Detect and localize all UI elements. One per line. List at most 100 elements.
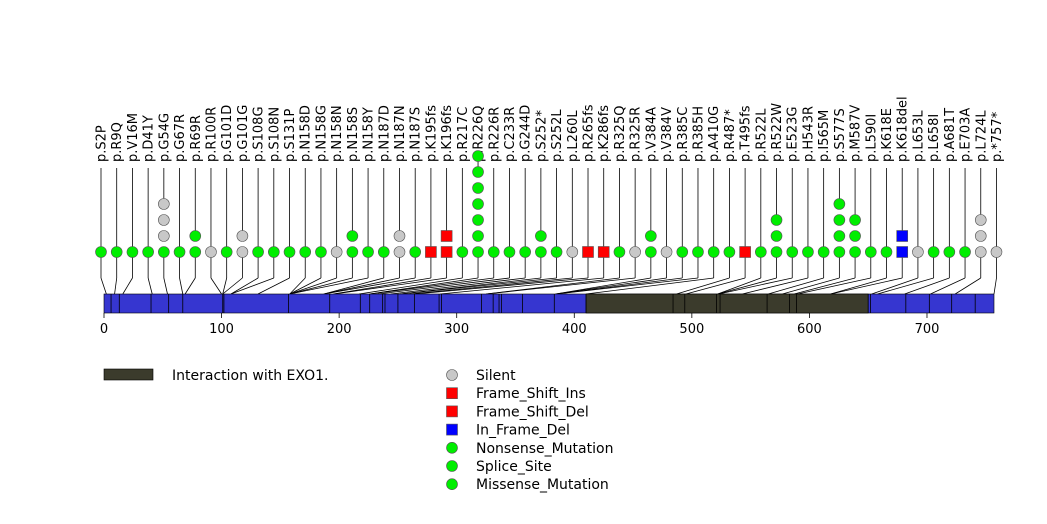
legend-label: Missense_Mutation: [476, 477, 609, 493]
connector-line: [289, 277, 369, 295]
mutation-label: p.N158S: [346, 107, 361, 162]
connector-line: [768, 277, 824, 295]
connector-line: [377, 277, 510, 295]
protein-bar: [103, 293, 995, 314]
connector-line: [685, 277, 746, 295]
mutation-label: p.G244D: [519, 105, 534, 162]
mutation-marker: [189, 230, 202, 242]
legend-marker: [446, 441, 458, 454]
mutation-label: p.I565M: [817, 110, 832, 162]
mutation-marker: [377, 246, 390, 258]
connector-line: [676, 277, 730, 295]
connector-line: [222, 277, 243, 295]
mutation-label: p.R226Q: [472, 106, 487, 162]
mutation-label: p.R69R: [189, 115, 204, 162]
mutation-marker: [236, 230, 249, 242]
connector-line: [782, 277, 840, 295]
connector-line: [585, 277, 714, 295]
mutation-label: p.N187N: [393, 105, 408, 162]
mutation-marker: [472, 230, 484, 242]
mutation-label: p.E523G: [786, 107, 801, 163]
mutation-label: p.S131P: [283, 109, 298, 162]
connector-line: [323, 277, 384, 295]
mutation-labels: p.S2P p.R9Q p.V16M p.D41Y p.G54G p.G67R p.R69R…: [95, 96, 1005, 162]
connector-line: [289, 277, 353, 295]
connector-line: [486, 277, 636, 295]
mutation-marker: [425, 246, 437, 258]
connector-line: [830, 277, 903, 295]
mutation-marker: [346, 246, 359, 258]
mutation-label: p.D41Y: [142, 115, 157, 162]
mutation-marker: [613, 246, 626, 258]
mutation-marker: [833, 246, 846, 258]
x-tick-label: 700: [915, 322, 940, 337]
mutation-label: p.S252*: [534, 110, 549, 162]
mutation-marker: [660, 246, 673, 258]
mutation-label: p.L658I: [927, 114, 942, 162]
x-tick-label: 300: [444, 322, 469, 337]
mutation-label: p.M587V: [849, 105, 864, 162]
mutation-marker: [833, 214, 846, 226]
mutation-label: p.S2P: [95, 125, 110, 162]
mutation-marker: [393, 230, 406, 242]
x-tick-label: 100: [209, 322, 234, 337]
mutation-marker: [849, 230, 861, 242]
mutation-label: p.G67R: [173, 114, 188, 162]
mutation-marker: [252, 246, 264, 258]
connector-line: [122, 277, 133, 295]
mutation-label: p.*757*: [990, 111, 1005, 162]
connector-line: [877, 277, 934, 295]
connector-line: [289, 277, 322, 295]
mutation-marker: [927, 246, 940, 258]
mutation-marker: [802, 246, 814, 258]
mutation-marker: [409, 246, 422, 258]
mutation-marker: [550, 246, 563, 258]
mutation-marker: [393, 246, 406, 258]
connector-line: [555, 277, 667, 295]
mutation-marker: [974, 214, 987, 226]
connector-line: [954, 277, 981, 295]
mutation-marker: [755, 246, 767, 258]
mutation-marker: [142, 246, 154, 258]
mutation-marker: [440, 230, 453, 242]
connector-line: [742, 277, 809, 295]
mutation-marker: [597, 246, 610, 258]
mutation-marker: [472, 246, 484, 258]
x-tick-label: 0: [100, 322, 108, 337]
legend-marker: [446, 460, 458, 472]
connector-line: [871, 277, 919, 295]
mutation-markers: [95, 150, 1003, 258]
mutation-marker: [283, 246, 296, 258]
mutation-label: p.R9Q: [110, 122, 125, 162]
legend-marker: [446, 387, 458, 400]
connector-line: [210, 277, 222, 295]
legend-marker: [446, 369, 458, 381]
mutation-marker: [535, 246, 547, 258]
mutation-marker: [205, 246, 217, 258]
x-tick-label: 500: [679, 322, 704, 337]
connector-line: [409, 277, 573, 295]
legend-marker: [446, 405, 458, 418]
mutation-label: p.R325Q: [613, 106, 628, 162]
connector-line: [163, 277, 168, 295]
mutation-marker: [472, 214, 484, 226]
mutation-label: p.G54G: [157, 113, 172, 162]
x-tick-label: 200: [327, 322, 352, 337]
x-axis: 0 100 200 300 400 500 600 700: [100, 313, 940, 337]
mutation-marker: [236, 246, 249, 258]
connector-line: [390, 277, 526, 295]
mutation-marker: [158, 230, 170, 242]
mutation-marker: [346, 230, 359, 242]
mutation-marker: [943, 246, 956, 258]
protein-domain: [585, 293, 869, 314]
mutation-label: p.N187S: [409, 107, 424, 162]
mutation-marker: [770, 246, 783, 258]
mutation-marker: [519, 246, 531, 258]
mutation-label: p.R522L: [754, 108, 769, 162]
connector-line: [556, 277, 699, 295]
connector-line: [184, 277, 196, 295]
mutation-marker: [487, 246, 500, 258]
mutation-marker: [173, 246, 186, 258]
